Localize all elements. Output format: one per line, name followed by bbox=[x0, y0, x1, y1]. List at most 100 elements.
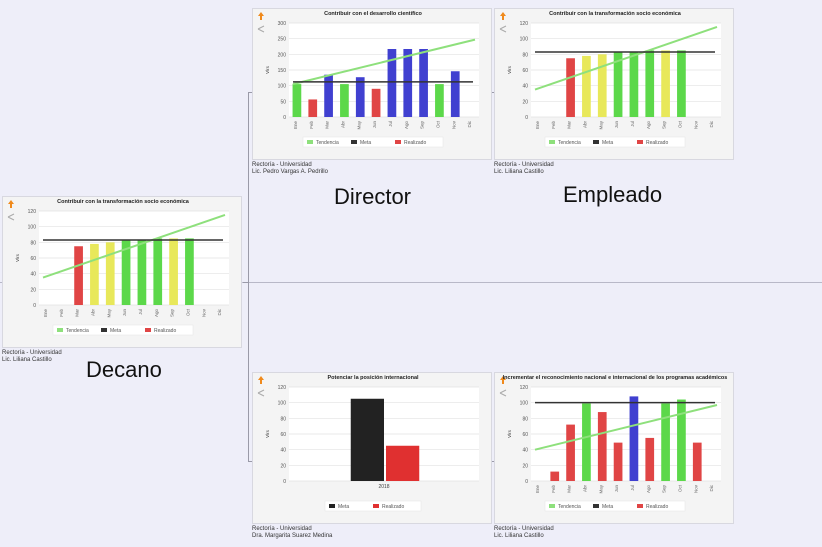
chart: Potenciar la posición internacional 0 20 40… bbox=[257, 375, 479, 512]
x-tick-label: Feb bbox=[551, 485, 556, 493]
y-tick-label: 0 bbox=[283, 115, 286, 121]
export-icon bbox=[500, 376, 506, 384]
legend-swatch bbox=[549, 140, 555, 144]
x-tick-label: Ago bbox=[154, 309, 159, 318]
legend-label: Meta bbox=[602, 140, 613, 146]
y-tick-label: 40 bbox=[522, 448, 528, 454]
panel-caption: Rectoría - Universidad Lic. Liliana Casti… bbox=[494, 162, 554, 176]
x-tick-label: Ago bbox=[404, 121, 409, 130]
bar bbox=[645, 437, 655, 481]
y-tick-label: 100 bbox=[520, 401, 529, 407]
panel-caption: Rectoría - Universidad Lic. Liliana Casti… bbox=[494, 526, 554, 540]
connector bbox=[248, 92, 253, 93]
x-tick-label: Mar bbox=[567, 120, 572, 128]
legend-swatch bbox=[307, 140, 313, 144]
y-tick-label: 200 bbox=[278, 52, 287, 58]
legend-box bbox=[52, 324, 194, 336]
x-tick-label: Oct bbox=[185, 308, 190, 316]
y-tick-label: 40 bbox=[30, 272, 36, 278]
y-tick-label: 100 bbox=[278, 84, 287, 90]
y-tick-label: 20 bbox=[30, 287, 36, 293]
x-tick-label: May bbox=[598, 120, 603, 129]
chart: Contribuir con la transformación socio e… bbox=[499, 11, 721, 148]
caption-line: Rectoría - Universidad bbox=[2, 350, 62, 356]
x-tick-label: Sep bbox=[420, 121, 425, 130]
chart: Contribuir con la transformación socio e… bbox=[7, 199, 229, 336]
x-tick-label: Mar bbox=[325, 120, 330, 128]
legend-box bbox=[302, 136, 444, 148]
bar bbox=[661, 50, 670, 117]
legend-swatch bbox=[329, 504, 335, 508]
x-tick-label: Jun bbox=[122, 309, 127, 317]
share-icon bbox=[499, 25, 507, 33]
x-tick-label: Dic bbox=[217, 308, 222, 315]
share-icon bbox=[7, 213, 15, 221]
x-tick-label: Oct bbox=[677, 120, 682, 128]
legend-swatch bbox=[637, 504, 643, 508]
legend-swatch bbox=[101, 328, 107, 332]
bar bbox=[597, 412, 607, 481]
y-tick-label: 0 bbox=[33, 303, 36, 309]
bar bbox=[550, 471, 560, 481]
bar bbox=[582, 55, 591, 117]
y-tick-label: 0 bbox=[525, 479, 528, 485]
x-tick-label: Dic bbox=[467, 120, 472, 127]
export-icon bbox=[500, 12, 506, 20]
bar bbox=[121, 239, 131, 305]
bar bbox=[153, 238, 163, 305]
bar bbox=[677, 399, 686, 481]
x-tick-label: Oct bbox=[677, 484, 682, 492]
trend-line bbox=[42, 213, 226, 279]
x-tick-label: Ene bbox=[43, 309, 48, 318]
bar bbox=[355, 77, 365, 117]
bar bbox=[629, 396, 639, 481]
x-tick-label: Sep bbox=[662, 485, 667, 494]
bar bbox=[582, 403, 591, 481]
bar bbox=[105, 242, 115, 305]
chart-title: Contribuir con la transformación socio e… bbox=[549, 11, 682, 17]
x-tick-label: Feb bbox=[59, 309, 64, 317]
y-tick-label: 20 bbox=[522, 463, 528, 469]
bar bbox=[137, 239, 147, 305]
y-tick-label: 50 bbox=[280, 99, 286, 105]
legend-label: Tendencia bbox=[558, 504, 581, 510]
y-tick-label: 150 bbox=[278, 68, 287, 74]
bar bbox=[74, 246, 83, 305]
y-tick-label: 20 bbox=[280, 463, 286, 469]
chart-panel: Contribuir con el desarrollo científico 0… bbox=[252, 8, 492, 160]
bar bbox=[324, 74, 333, 117]
x-tick-label: Dic bbox=[709, 484, 714, 491]
y-tick-label: 120 bbox=[278, 385, 287, 391]
caption-line: Rectoría - Universidad bbox=[494, 162, 554, 168]
y-tick-label: 120 bbox=[28, 209, 37, 215]
bar bbox=[403, 49, 413, 117]
x-tick-label: Jul bbox=[388, 121, 393, 127]
y-tick-label: 80 bbox=[280, 416, 286, 422]
legend-box bbox=[544, 500, 686, 512]
y-axis-label: Vlrs bbox=[265, 65, 270, 73]
chart-title: Incrementar el reconocimiento nacional e… bbox=[503, 375, 728, 381]
bar bbox=[419, 49, 428, 117]
connector bbox=[243, 282, 249, 283]
legend-label: Realizado bbox=[646, 504, 668, 510]
caption-line: Lic. Liliana Castillo bbox=[494, 169, 544, 175]
x-tick-label: Mar bbox=[75, 308, 80, 316]
bar bbox=[185, 238, 194, 305]
bar bbox=[350, 398, 384, 481]
y-tick-label: 300 bbox=[278, 21, 287, 27]
legend-swatch bbox=[373, 504, 379, 508]
y-tick-label: 40 bbox=[280, 448, 286, 454]
caption-line: Lic. Pedro Vargas A. Pedrillo bbox=[252, 169, 328, 175]
x-tick-label: Dic bbox=[709, 120, 714, 127]
connector bbox=[248, 461, 253, 462]
legend-label: Meta bbox=[360, 140, 371, 146]
chart-panel: Potenciar la posición internacional 0 20 40… bbox=[252, 372, 492, 524]
y-tick-label: 20 bbox=[522, 99, 528, 105]
x-tick-label: Feb bbox=[309, 121, 314, 129]
x-tick-label: Nov bbox=[693, 484, 698, 493]
role-label: Decano bbox=[86, 357, 162, 382]
trend-line bbox=[292, 38, 476, 86]
chart-panel: Incrementar el reconocimiento nacional e… bbox=[494, 372, 734, 524]
x-tick-label: Abr bbox=[90, 309, 95, 317]
connector bbox=[248, 92, 249, 462]
